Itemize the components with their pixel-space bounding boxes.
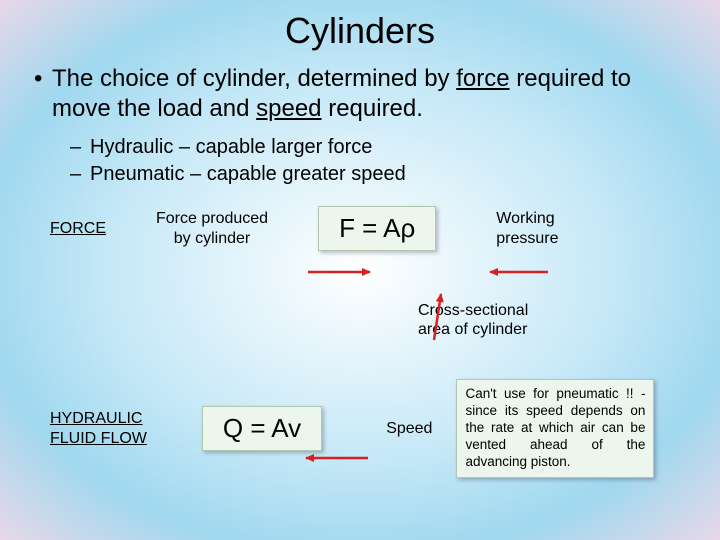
- sub-bullet-hydraulic: Hydraulic – capable larger force: [70, 134, 690, 161]
- cross-sectional-line2: area of cylinder: [418, 321, 527, 338]
- equation-row-flow: HYDRAULIC FLUID FLOW Q = Av Speed Can't …: [50, 379, 690, 477]
- pneumatic-note-box: Can't use for pneumatic !! -since its sp…: [456, 379, 654, 477]
- page-title: Cylinders: [30, 10, 690, 52]
- working-pressure-line2: pressure: [496, 230, 558, 247]
- equation-flow-box: Q = Av: [202, 406, 322, 451]
- main-bullet-text-1: The choice of cylinder, determined by: [52, 65, 456, 92]
- cross-sectional-line1: Cross-sectional: [418, 302, 528, 319]
- force-produced-line2: by cylinder: [174, 230, 250, 247]
- equation-row-force: FORCE Force produced by cylinder F = Aρ …: [50, 206, 690, 251]
- main-bullet-underline-2: speed: [256, 95, 321, 122]
- working-pressure-label: Working pressure: [496, 209, 558, 247]
- working-pressure-line1: Working: [496, 210, 554, 227]
- equation-force-box: F = Aρ: [318, 206, 436, 251]
- force-produced-label: Force produced by cylinder: [156, 209, 268, 247]
- main-bullet-text-3: required.: [322, 95, 423, 122]
- sub-bullet-pneumatic: Pneumatic – capable greater speed: [70, 161, 690, 188]
- main-bullet: The choice of cylinder, determined by fo…: [30, 64, 690, 124]
- main-bullet-underline-1: force: [456, 65, 509, 92]
- cross-sectional-label: Cross-sectional area of cylinder: [418, 301, 690, 339]
- force-produced-line1: Force produced: [156, 210, 268, 227]
- speed-label: Speed: [386, 420, 432, 438]
- hydraulic-flow-heading: HYDRAULIC FLUID FLOW: [50, 409, 147, 447]
- hydraulic-flow-line2: FLUID FLOW: [50, 430, 147, 447]
- force-heading: FORCE: [50, 220, 106, 238]
- sub-bullet-list: Hydraulic – capable larger force Pneumat…: [70, 134, 690, 188]
- hydraulic-flow-line1: HYDRAULIC: [50, 410, 142, 427]
